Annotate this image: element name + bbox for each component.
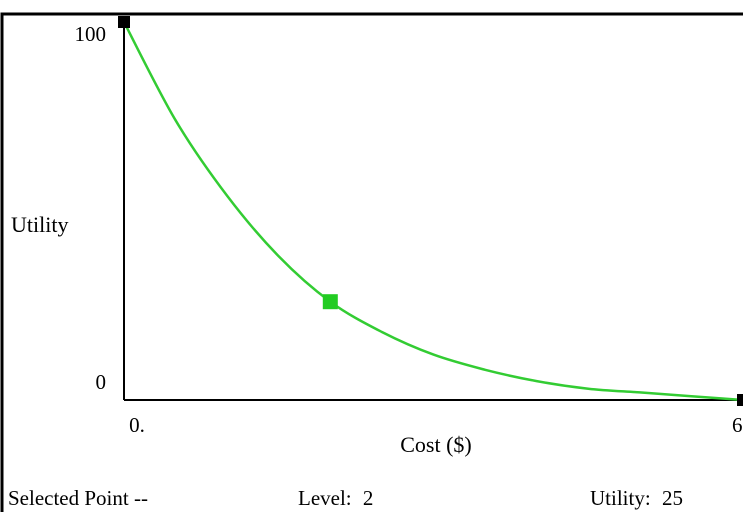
- selected-point-heading: Selected Point --: [8, 486, 148, 510]
- level-value: 2: [362, 486, 374, 510]
- y-tick-label-bottom: 0: [96, 370, 107, 394]
- x-tick-label-left: 0.: [129, 413, 145, 437]
- endpoint-handle-0[interactable]: [118, 16, 130, 28]
- window-frame: [0, 12, 743, 512]
- x-axis-label: Cost ($): [400, 432, 472, 457]
- level-label: Level:: [298, 486, 352, 510]
- endpoint-handle-2[interactable]: [737, 394, 743, 406]
- curve-points: [118, 16, 743, 406]
- selected-utility: Utility: 25: [590, 484, 683, 512]
- x-tick-label-right: 6.: [732, 413, 743, 437]
- selected-point-handle[interactable]: [322, 294, 338, 310]
- utility-value: 25: [661, 486, 683, 510]
- utility-label: Utility:: [590, 486, 651, 510]
- utility-curve[interactable]: [122, 21, 743, 402]
- y-tick-label-top: 100: [75, 22, 107, 46]
- y-axis-label: Utility: [11, 212, 68, 237]
- selected-level: Level: 2: [298, 484, 373, 512]
